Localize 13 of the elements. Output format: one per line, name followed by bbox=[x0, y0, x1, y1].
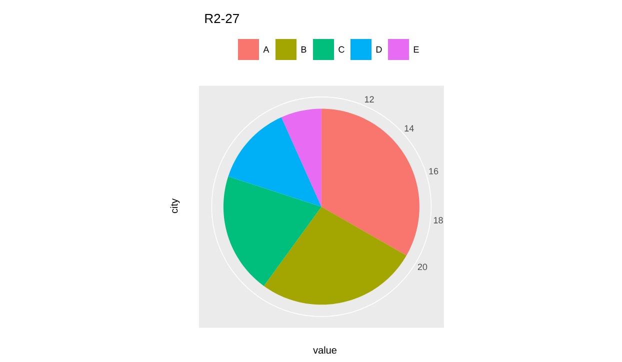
text: 12 bbox=[364, 96, 374, 102]
legend-label: D bbox=[376, 46, 382, 53]
text: 20 bbox=[418, 264, 428, 270]
legend-label: B bbox=[301, 46, 306, 53]
chart-title: R2-27 bbox=[205, 14, 239, 23]
text: 16 bbox=[429, 168, 438, 174]
text: city bbox=[170, 198, 180, 214]
legend-label: C bbox=[338, 46, 344, 53]
text: value bbox=[313, 346, 336, 354]
legend-label: E bbox=[414, 46, 419, 53]
text: 14 bbox=[404, 125, 414, 132]
text: 18 bbox=[434, 217, 443, 224]
legend-label: A bbox=[263, 46, 270, 53]
